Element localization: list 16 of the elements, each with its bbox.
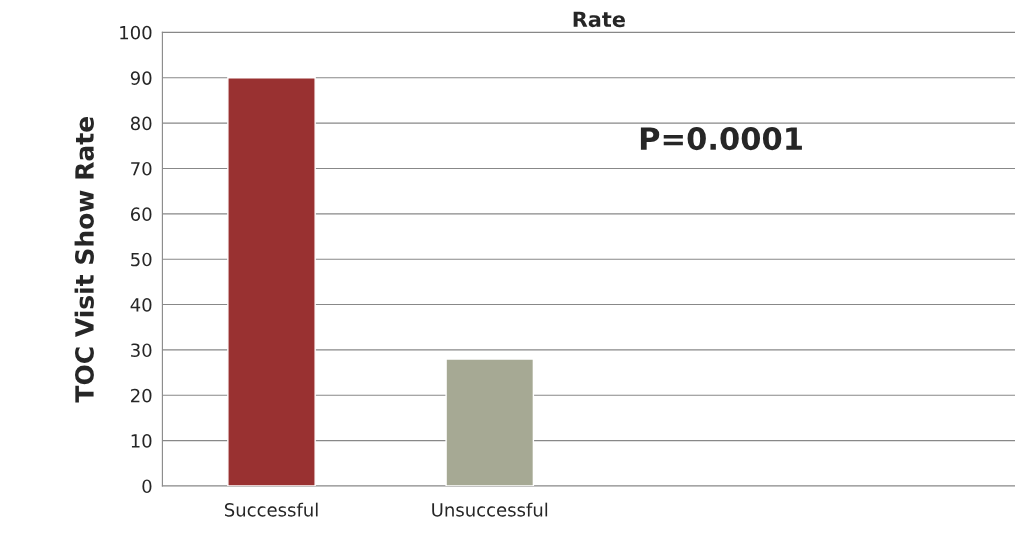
y-tick-label: 60	[130, 207, 152, 221]
y-tick-label: 70	[131, 161, 152, 176]
y-tick-label: 50	[131, 252, 152, 267]
y-tick-label: 10	[131, 434, 152, 448]
x-tick-label: Unsuccessful	[432, 502, 548, 517]
annotation: P=0.0001	[640, 127, 802, 151]
y-tick-label: 40	[130, 298, 152, 312]
y-tick-label: 0	[142, 479, 152, 494]
y-tick-label: 30	[131, 343, 152, 358]
y-tick-label: 100	[120, 25, 152, 40]
y-axis-title: TOC Visit Show Rate	[74, 117, 94, 403]
x-tick-label: Successful	[224, 502, 318, 517]
chart-title: Rate	[573, 11, 625, 28]
y-tick-label: 80	[130, 116, 152, 131]
y-tick-label: 90	[130, 71, 152, 85]
y-tick-label: 20	[131, 388, 152, 403]
